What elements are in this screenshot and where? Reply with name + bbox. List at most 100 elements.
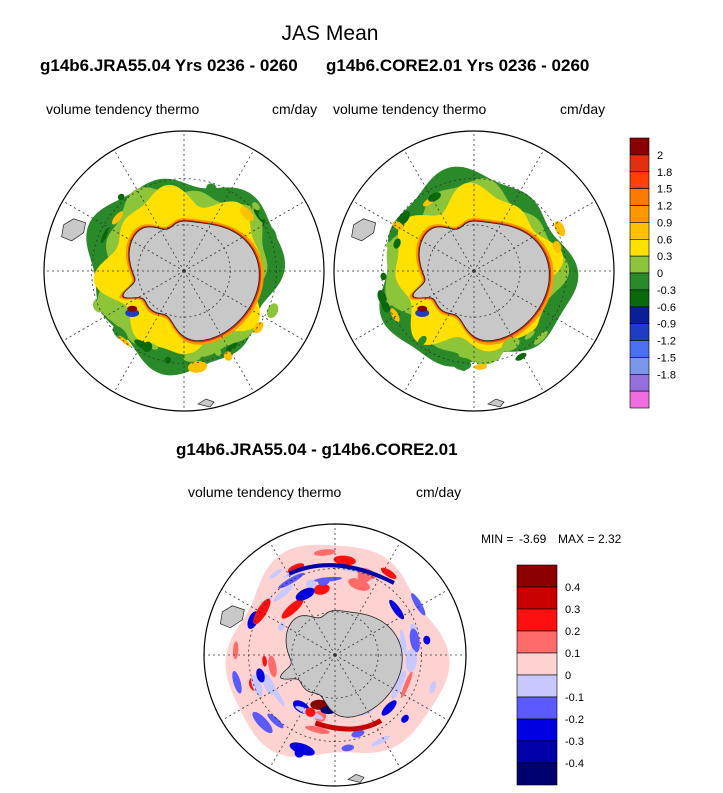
- colorbar-box: [629, 306, 650, 324]
- colorbar-box: [516, 564, 558, 588]
- map-boundary-circle: [43, 130, 325, 412]
- ice-patch-darkred: [127, 305, 138, 312]
- colorbar-tick-label: -0.3: [657, 285, 676, 297]
- meridian-gridline: [183, 270, 255, 393]
- min-label: MIN =: [481, 532, 514, 546]
- colorbar-box: [629, 188, 650, 206]
- ice-patch-blue: [415, 309, 430, 317]
- ice-patch: [485, 351, 501, 362]
- meridian-gridline: [62, 200, 185, 272]
- colorbar-box: [516, 718, 558, 742]
- diff-patch: [305, 725, 330, 734]
- map-boundary-circle: [333, 130, 615, 412]
- map-jra55: [43, 130, 325, 412]
- ice-patch: [266, 303, 279, 319]
- colorbar-tick-label: -0.4: [565, 758, 584, 770]
- colorbar-box: [516, 740, 558, 764]
- ice-patch: [524, 330, 535, 340]
- colorbar-box: [629, 289, 650, 308]
- colorbar-box: [629, 340, 650, 358]
- max-value: 2.32: [598, 532, 622, 546]
- ice-patch: [397, 210, 411, 226]
- ice-patch: [377, 290, 386, 304]
- ice-patch: [258, 212, 265, 220]
- meridian-gridline: [183, 149, 255, 272]
- diff-patch: [400, 671, 413, 699]
- diff-patch: [411, 593, 426, 616]
- right-field-label: volume tendency thermo: [333, 101, 487, 117]
- diff-patch: [389, 599, 405, 620]
- colorbar-tick-label: 0.9: [657, 217, 672, 229]
- meridian-gridline: [352, 200, 475, 272]
- meridian-gridline: [473, 270, 545, 393]
- diff-field-label: volume tendency thermo: [188, 484, 342, 500]
- colorbar-box: [516, 652, 558, 676]
- ice-patch: [164, 356, 172, 364]
- colorbar-tick-label: 1.8: [657, 167, 672, 179]
- island-shape: [487, 398, 505, 408]
- colorbar-box: [629, 205, 650, 223]
- ice-patch: [112, 325, 128, 342]
- ice-patch: [390, 308, 400, 322]
- colorbar-box: [629, 239, 650, 257]
- ice-patch: [128, 193, 146, 206]
- ice-patch: [553, 241, 562, 253]
- map-core2: [333, 130, 615, 412]
- diff-patch: [401, 714, 409, 723]
- ice-patch: [187, 360, 208, 373]
- diff-patch: [268, 655, 277, 678]
- diff-patch: [409, 628, 420, 653]
- ice-patch: [460, 364, 467, 372]
- diff-patch: [399, 629, 407, 655]
- diff-units-label: cm/day: [416, 484, 462, 500]
- diff-patch: [351, 729, 365, 738]
- colorbar-tick-label: -0.2: [565, 714, 584, 726]
- panel-left-header: g14b6.JRA55.04 Yrs 0236 - 0260: [40, 56, 298, 75]
- ice-patch: [252, 202, 260, 211]
- diff-patch: [313, 583, 330, 595]
- colorbar-box: [516, 762, 558, 786]
- ice-patch: [240, 206, 254, 221]
- diff-patch: [262, 655, 267, 667]
- left-field-label: volume tendency thermo: [46, 101, 200, 117]
- diff-patch: [277, 621, 286, 632]
- ice-patch: [474, 363, 488, 370]
- ice-patch: [142, 341, 153, 353]
- colorbar-tick-label: -1.2: [657, 336, 676, 348]
- ice-patch: [206, 183, 217, 194]
- colorbar-box: [629, 373, 650, 392]
- map-difference: [203, 523, 467, 787]
- ice-patch: [214, 348, 222, 356]
- diff-patch: [294, 747, 305, 758]
- diff-patch: [281, 598, 304, 619]
- diff-patch: [269, 568, 283, 579]
- diff-patch: [273, 584, 294, 602]
- meridian-gridline: [403, 149, 475, 272]
- diff-red-band: [314, 718, 383, 732]
- colorbar-difference: 0.4 0.3 0.2 0.1 0 -0.1 -0.2 -0.3 -0.4: [516, 564, 584, 786]
- meridian-gridline: [334, 589, 449, 656]
- diff-patch: [252, 711, 273, 734]
- diff-patch: [253, 598, 271, 625]
- diff-patch: [232, 670, 242, 694]
- colorbar-tick-label: 1.2: [657, 201, 672, 213]
- colorbar-tick-label: 0.2: [565, 626, 580, 638]
- meridian-gridline: [269, 541, 336, 656]
- colorbar-tick-label: -0.9: [657, 319, 676, 331]
- meridian-gridline: [269, 654, 336, 769]
- colorbar-tick-label: 2: [657, 150, 663, 162]
- map-boundary-circle: [203, 523, 467, 787]
- meridian-gridline: [334, 654, 401, 769]
- panel-right-header: g14b6.CORE2.01 Yrs 0236 - 0260: [326, 56, 590, 75]
- meridian-gridline: [334, 541, 401, 656]
- ice-patch: [417, 335, 427, 346]
- colorbar-box: [629, 171, 650, 190]
- colorbar-box: [516, 586, 558, 610]
- colorbar-box: [629, 272, 650, 291]
- colorbar-tick-label: -0.1: [565, 692, 584, 704]
- colorbar-tick-label: 0: [565, 670, 571, 682]
- colorbar-tick-label: 0.6: [657, 234, 672, 246]
- meridian-gridline: [473, 270, 596, 342]
- meridian-gridline: [62, 270, 185, 342]
